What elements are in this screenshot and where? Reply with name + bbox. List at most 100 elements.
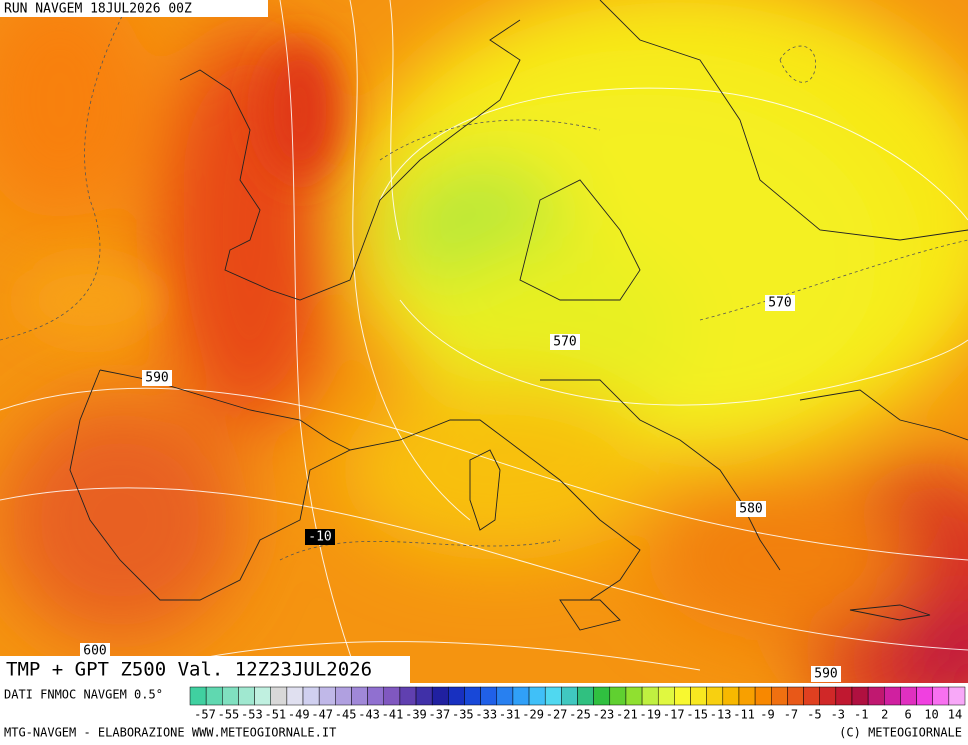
contour-label-bg <box>736 501 766 517</box>
colorbar-label: -43 <box>358 708 380 722</box>
colorbar-swatch <box>916 686 933 706</box>
colorbar-swatch <box>851 686 869 706</box>
contour-label: 600 <box>83 644 106 659</box>
contour-label-bg <box>550 334 580 350</box>
contour-label: 570 <box>768 296 791 311</box>
colorbar-label: -17 <box>663 708 685 722</box>
colorbar-swatch <box>754 686 772 706</box>
contour-label: 590 <box>814 667 837 682</box>
colorbar-swatch <box>512 686 530 706</box>
colorbar-swatch <box>528 686 546 706</box>
colorbar-label: -19 <box>639 708 661 722</box>
colorbar-swatch <box>270 686 288 706</box>
colorbar-label: -27 <box>546 708 568 722</box>
colorbar-swatch <box>189 686 207 706</box>
colorbar-label: 10 <box>924 708 938 722</box>
contour-label-bg <box>811 666 841 682</box>
colorbar-label: 14 <box>948 708 962 722</box>
colorbar-swatch <box>771 686 788 706</box>
colorbar-label: -5 <box>807 708 821 722</box>
colorbar-swatch <box>625 686 643 706</box>
colorbar-swatch <box>819 686 837 706</box>
footer-left: MTG-NAVGEM - ELABORAZIONE WWW.METEOGIORN… <box>4 726 336 740</box>
colorbar-swatch <box>205 686 223 706</box>
colorbar-swatch <box>641 686 659 706</box>
colorbar-label: -55 <box>218 708 240 722</box>
contour-labels: 590 570 570 580 590 600 -10 <box>80 295 841 682</box>
colorbar-swatch <box>544 686 562 706</box>
colorbar-label: 6 <box>905 708 912 722</box>
colorbar: -57 -55 -53 -51 -49 -47 -45 -43 -41 -39 -37 -35 -33-… <box>189 686 966 722</box>
colorbar-swatch <box>835 686 853 706</box>
colorbar-label: -49 <box>288 708 310 722</box>
colorbar-label: -35 <box>452 708 474 722</box>
colorbar-label: -23 <box>593 708 615 722</box>
colorbar-swatch <box>706 686 724 706</box>
colorbar-label: -33 <box>475 708 497 722</box>
colorbar-swatch <box>593 686 611 706</box>
colorbar-source: DATI FNMOC NAVGEM 0.5° <box>4 688 163 702</box>
colorbar-label: -1 <box>854 708 868 722</box>
colorbar-label: -53 <box>241 708 263 722</box>
colorbar-swatch <box>884 686 901 706</box>
map-field <box>0 0 968 683</box>
colorbar-swatch <box>674 686 691 706</box>
colorbar-swatch <box>657 686 675 706</box>
contour-label: 590 <box>145 371 168 386</box>
colorbar-swatch <box>286 686 304 706</box>
colorbar-swatch <box>238 686 255 706</box>
colorbar-swatch <box>787 686 804 706</box>
colorbar-label: 2 <box>881 708 888 722</box>
contour-label-bg <box>765 295 795 311</box>
colorbar-swatch <box>867 686 885 706</box>
colorbar-label: -45 <box>335 708 357 722</box>
colorbar-swatch <box>577 686 594 706</box>
colorbar-swatch <box>803 686 820 706</box>
colorbar-swatch <box>448 686 465 706</box>
colorbar-swatch <box>367 686 384 706</box>
colorbar-swatch <box>738 686 756 706</box>
colorbar-swatch <box>609 686 627 706</box>
run-label: RUN NAVGEM 18JUL2026 00Z <box>4 2 192 17</box>
colorbar-label: -37 <box>429 708 451 722</box>
contour-label: 570 <box>553 335 576 350</box>
colorbar-label: -11 <box>733 708 755 722</box>
colorbar-label: -25 <box>569 708 591 722</box>
title-bg <box>0 656 410 683</box>
colorbar-swatch <box>318 686 336 706</box>
colorbar-swatch <box>690 686 707 706</box>
contour-label: -10 <box>308 530 331 545</box>
colorbar-label: -57 <box>194 708 216 722</box>
colorbar-swatch <box>383 686 401 706</box>
footer-right: (C) METEOGIORNALE <box>839 726 962 740</box>
colorbar-swatch <box>948 686 966 706</box>
colorbar-swatch <box>496 686 514 706</box>
colorbar-label: -3 <box>831 708 845 722</box>
map-title: TMP + GPT Z500 Val. 12Z23JUL2026 <box>6 659 372 681</box>
contour-label-bg <box>80 643 110 659</box>
colorbar-swatch <box>722 686 740 706</box>
colorbar-swatch <box>415 686 433 706</box>
contour-label-bg <box>142 370 172 386</box>
colorbar-label: -9 <box>760 708 774 722</box>
colorbar-label: -7 <box>784 708 798 722</box>
colorbar-label: -47 <box>311 708 333 722</box>
colorbar-label: -15 <box>686 708 708 722</box>
colorbar-label: -13 <box>710 708 732 722</box>
colorbar-label: -41 <box>382 708 404 722</box>
colorbar-swatch <box>480 686 498 706</box>
colorbar-swatch <box>431 686 449 706</box>
colorbar-label: -51 <box>264 708 286 722</box>
colorbar-swatch <box>464 686 481 706</box>
colorbar-label: -31 <box>499 708 521 722</box>
contour-label: 580 <box>739 502 762 517</box>
contour-label-bg <box>305 529 335 545</box>
colorbar-swatch <box>222 686 239 706</box>
colorbar-swatch <box>932 686 950 706</box>
colorbar-swatch <box>254 686 271 706</box>
colorbar-swatch <box>351 686 368 706</box>
colorbar-swatch <box>335 686 352 706</box>
colorbar-swatch <box>302 686 320 706</box>
colorbar-label: -21 <box>616 708 638 722</box>
